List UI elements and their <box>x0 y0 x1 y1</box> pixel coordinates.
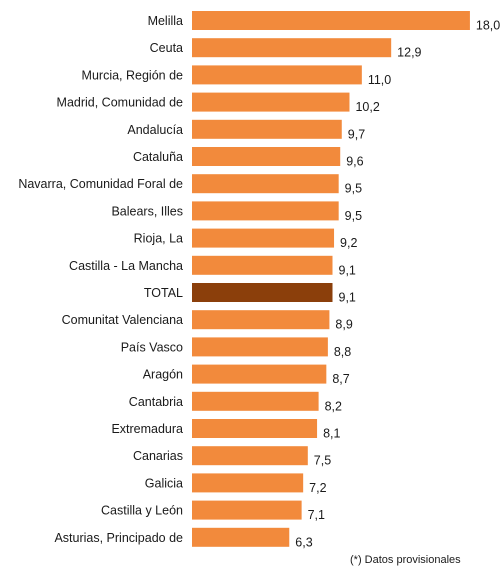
category-label-cantabria: Cantabria <box>129 395 183 409</box>
value-label-murcia-region-de: 11,0 <box>368 73 391 87</box>
value-label-andalucia: 9,7 <box>348 127 365 141</box>
value-label-castilla-y-leon: 7,1 <box>308 508 325 522</box>
bar-castilla-y-leon <box>192 500 302 520</box>
bar-balears-illes <box>192 201 339 221</box>
bar-comunitat-valenciana <box>192 310 330 330</box>
value-label-navarra-comunidad-foral-de: 9,5 <box>345 182 362 196</box>
bar-castilla-la-mancha <box>192 255 333 275</box>
category-label-rioja-la: Rioja, La <box>134 232 183 246</box>
category-label-asturias-principado-de: Asturias, Principado de <box>54 531 183 545</box>
value-label-ceuta: 12,9 <box>397 46 421 60</box>
bar-navarra-comunidad-foral-de <box>192 174 339 194</box>
value-label-balears-illes: 9,5 <box>345 209 362 223</box>
value-label-canarias: 7,5 <box>314 454 331 468</box>
bar-total <box>192 283 333 302</box>
bar-ceuta <box>192 38 392 58</box>
category-label-ceuta: Ceuta <box>150 41 183 55</box>
category-label-galicia: Galicia <box>145 476 183 490</box>
bar-murcia-region-de <box>192 65 362 85</box>
bar-asturias-principado-de <box>192 527 290 547</box>
value-label-total: 9,1 <box>339 291 356 305</box>
value-label-galicia: 7,2 <box>309 481 326 495</box>
bar-andalucia <box>192 119 342 139</box>
value-label-comunitat-valenciana: 8,9 <box>335 318 352 332</box>
value-label-extremadura: 8,1 <box>323 427 340 441</box>
category-label-extremadura: Extremadura <box>111 422 183 436</box>
category-label-castilla-la-mancha: Castilla - La Mancha <box>69 259 183 273</box>
bar-cantabria <box>192 391 319 411</box>
value-label-asturias-principado-de: 6,3 <box>295 535 312 549</box>
category-label-navarra-comunidad-foral-de: Navarra, Comunidad Foral de <box>18 177 183 191</box>
category-label-andalucia: Andalucía <box>127 123 183 137</box>
category-label-canarias: Canarias <box>133 449 183 463</box>
bar-melilla <box>192 11 470 30</box>
bar-canarias <box>192 446 308 466</box>
value-label-castilla-la-mancha: 9,1 <box>339 263 356 277</box>
value-label-pais-vasco: 8,8 <box>334 345 351 359</box>
value-label-rioja-la: 9,2 <box>340 236 357 250</box>
value-label-melilla: 18,0 <box>476 19 500 33</box>
value-label-cantabria: 8,2 <box>325 399 342 413</box>
category-label-pais-vasco: País Vasco <box>121 340 183 354</box>
category-label-aragon: Aragón <box>143 368 183 382</box>
bar-rioja-la <box>192 228 335 248</box>
footnote: (*) Datos provisionales <box>350 554 461 566</box>
category-label-comunitat-valenciana: Comunitat Valenciana <box>62 313 183 327</box>
bar-pais-vasco <box>192 337 328 357</box>
value-label-cataluna: 9,6 <box>346 155 363 169</box>
value-label-madrid-comunidad-de: 10,2 <box>355 100 379 114</box>
bar-cataluna <box>192 147 341 166</box>
category-label-castilla-y-leon: Castilla y León <box>101 504 183 518</box>
bar-madrid-comunidad-de <box>192 92 350 112</box>
bar-aragon <box>192 364 327 384</box>
value-label-aragon: 8,7 <box>332 372 349 386</box>
category-label-murcia-region-de: Murcia, Región de <box>82 68 183 82</box>
category-label-madrid-comunidad-de: Madrid, Comunidad de <box>57 96 184 110</box>
bar-galicia <box>192 473 304 493</box>
bar-extremadura <box>192 419 318 438</box>
category-label-total: TOTAL <box>144 286 183 300</box>
category-label-balears-illes: Balears, Illes <box>111 204 183 218</box>
category-label-cataluna: Cataluña <box>133 150 183 164</box>
category-label-melilla: Melilla <box>148 14 183 28</box>
